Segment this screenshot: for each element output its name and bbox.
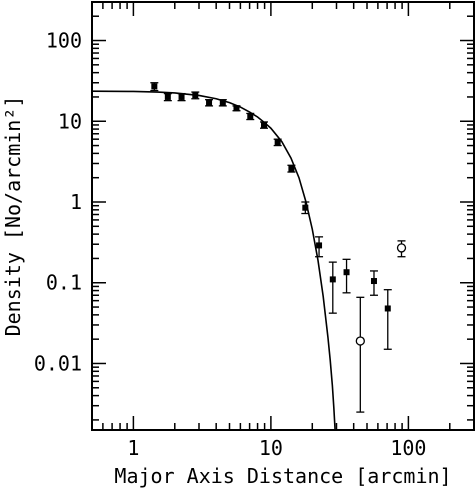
data-point bbox=[218, 99, 227, 107]
filled-square-marker bbox=[261, 121, 268, 128]
filled-square-marker bbox=[329, 276, 336, 283]
filled-square-marker bbox=[384, 305, 391, 312]
data-point bbox=[328, 261, 337, 314]
model-curve-line bbox=[91, 90, 336, 431]
y-tick-label: 1 bbox=[70, 190, 82, 214]
filled-square-marker bbox=[302, 204, 309, 211]
tick-labels-group: 1 10 100 100 10 1 0.1 0.01 bbox=[34, 29, 427, 460]
data-point bbox=[383, 289, 392, 350]
filled-square-marker bbox=[343, 269, 350, 276]
y-tick-label: 0.01 bbox=[34, 351, 82, 375]
y-axis-label: Density [No/arcmin²] bbox=[1, 96, 25, 337]
data-point bbox=[177, 92, 186, 102]
data-point bbox=[342, 258, 351, 294]
data-point bbox=[301, 201, 310, 215]
x-tick-label: 10 bbox=[259, 436, 283, 460]
y-tick-label: 0.1 bbox=[46, 271, 82, 295]
x-tick-label: 100 bbox=[390, 436, 426, 460]
data-point bbox=[191, 91, 200, 100]
data-points-group bbox=[150, 82, 407, 413]
data-point bbox=[163, 92, 172, 102]
data-point bbox=[315, 236, 324, 258]
filled-square-marker bbox=[192, 92, 199, 99]
data-point bbox=[273, 138, 282, 147]
data-point bbox=[246, 112, 255, 121]
filled-square-marker bbox=[247, 113, 254, 120]
data-point bbox=[205, 99, 214, 107]
axis-ticks-group bbox=[91, 1, 475, 430]
filled-square-marker bbox=[316, 242, 323, 249]
y-tick-label: 10 bbox=[58, 109, 82, 133]
data-point bbox=[287, 164, 296, 173]
filled-square-marker bbox=[164, 93, 171, 100]
filled-square-marker bbox=[178, 93, 185, 100]
open-circle-marker bbox=[355, 336, 365, 346]
open-circle-marker bbox=[396, 243, 407, 253]
filled-square-marker bbox=[219, 99, 226, 106]
filled-square-marker bbox=[288, 165, 295, 172]
filled-square-marker bbox=[274, 139, 281, 146]
y-tick-label: 100 bbox=[46, 29, 82, 53]
data-point bbox=[232, 105, 241, 112]
filled-square-marker bbox=[370, 278, 377, 285]
data-point bbox=[355, 296, 365, 413]
data-point bbox=[260, 121, 269, 129]
filled-square-marker bbox=[233, 105, 240, 112]
data-point bbox=[150, 82, 159, 92]
data-point bbox=[396, 240, 407, 258]
x-axis-label: Major Axis Distance [arcmin] bbox=[114, 464, 451, 488]
x-tick-label: 1 bbox=[127, 436, 139, 460]
filled-square-marker bbox=[151, 83, 158, 90]
filled-square-marker bbox=[206, 99, 213, 106]
model-curve-group bbox=[91, 90, 336, 431]
plot-frame bbox=[91, 1, 475, 431]
data-point bbox=[369, 270, 378, 296]
